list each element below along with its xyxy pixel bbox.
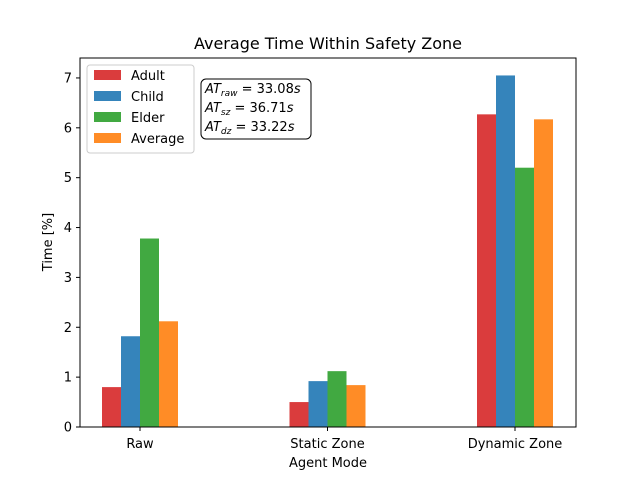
x-tick-label: Dynamic Zone <box>468 437 563 452</box>
y-axis-ticks: 0 1 2 3 4 5 6 7 <box>64 71 80 436</box>
annotation-line: ATraw = 33.08s <box>204 82 301 99</box>
legend-swatch-adult <box>94 70 121 80</box>
y-tick-label: 0 <box>64 421 72 436</box>
x-axis-ticks: Raw Static Zone Dynamic Zone <box>126 427 562 452</box>
y-tick-label: 3 <box>64 271 72 286</box>
annotation-frame <box>200 78 312 140</box>
legend-label-adult: Adult <box>131 69 165 84</box>
bar-elder-dynamic-zone <box>515 167 534 427</box>
bar-child-static-zone <box>308 381 328 427</box>
annotation-line: ATsz = 36.71s <box>204 101 294 118</box>
bar-adult-raw <box>102 387 121 427</box>
x-tick-label: Static Zone <box>290 437 364 452</box>
x-axis-label: Agent Mode <box>289 456 367 471</box>
bars <box>102 75 553 428</box>
legend-swatch-child <box>94 91 121 101</box>
bar-child-dynamic-zone <box>496 75 515 428</box>
legend-swatch-average <box>94 133 121 143</box>
legend-label-elder: Elder <box>131 111 165 126</box>
bar-average-raw <box>159 321 178 427</box>
bar-average-dynamic-zone <box>534 119 553 427</box>
bar-elder-raw <box>140 238 159 427</box>
legend: Adult Child Elder Average <box>86 64 195 154</box>
y-tick-label: 5 <box>64 171 72 186</box>
x-tick-label: Raw <box>126 437 154 452</box>
y-tick-label: 2 <box>64 321 72 336</box>
legend-frame <box>86 64 195 154</box>
y-tick-label: 1 <box>64 371 72 386</box>
y-tick-label: 6 <box>64 121 72 136</box>
y-axis-label: Time [%] <box>41 213 56 272</box>
chart-title: Average Time Within Safety Zone <box>194 34 462 53</box>
legend-label-average: Average <box>131 132 184 147</box>
bar-elder-static-zone <box>327 371 347 427</box>
annotation-box: ATraw = 33.08s ATsz = 36.71s ATdz = 33.22s <box>200 78 312 140</box>
y-tick-label: 7 <box>64 71 72 86</box>
bar-adult-dynamic-zone <box>477 114 496 428</box>
y-tick-label: 4 <box>64 221 72 236</box>
legend-label-child: Child <box>131 90 164 105</box>
bar-child-raw <box>121 336 140 427</box>
legend-swatch-elder <box>94 112 121 122</box>
annotation-line: ATdz = 33.22s <box>204 120 295 137</box>
bar-adult-static-zone <box>289 402 309 427</box>
bar-average-static-zone <box>346 385 366 427</box>
